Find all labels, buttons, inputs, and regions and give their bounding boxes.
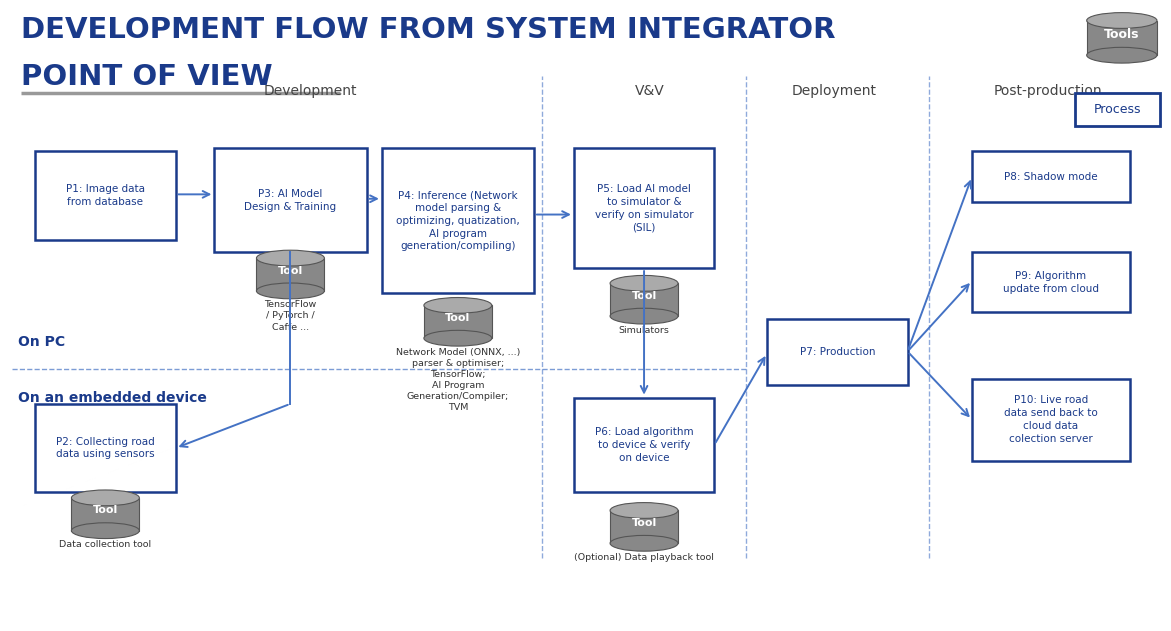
Text: P10: Live road
data send back to
cloud data
colection server: P10: Live road data send back to cloud d… [1004,396,1098,444]
Ellipse shape [1087,13,1157,28]
Text: P2: Collecting road
data using sensors: P2: Collecting road data using sensors [56,437,155,459]
Bar [610,283,678,316]
Ellipse shape [256,250,324,266]
FancyBboxPatch shape [1075,93,1160,126]
Text: Post-production: Post-production [994,85,1102,98]
Text: P4: Inference (Network
model parsing &
optimizing, quatization,
AI program
gener: P4: Inference (Network model parsing & o… [396,191,520,251]
FancyBboxPatch shape [35,404,176,492]
Text: P9: Algorithm
update from cloud: P9: Algorithm update from cloud [1004,271,1098,294]
Bar [424,305,492,338]
Text: TensorFlow
/ PyTorch /
Caffe ...: TensorFlow / PyTorch / Caffe ... [265,300,316,331]
Text: P8: Shadow mode: P8: Shadow mode [1005,172,1097,182]
FancyBboxPatch shape [382,148,534,293]
Ellipse shape [424,331,492,346]
Text: (Optional) Data playback tool: (Optional) Data playback tool [574,553,714,562]
Text: Tools: Tools [1104,28,1139,40]
FancyBboxPatch shape [214,148,367,252]
Text: Data collection tool: Data collection tool [60,540,151,549]
Ellipse shape [71,522,139,538]
Text: Process: Process [1094,103,1142,116]
Text: Tool: Tool [278,266,303,276]
FancyBboxPatch shape [574,148,714,268]
Text: Tool: Tool [445,313,471,323]
Text: P6: Load algorithm
to device & verify
on device: P6: Load algorithm to device & verify on… [595,427,693,463]
Ellipse shape [610,502,678,519]
Text: P5: Load AI model
to simulator &
verify on simulator
(SIL): P5: Load AI model to simulator & verify … [595,184,693,232]
Text: Tool: Tool [631,518,657,528]
Text: Tool: Tool [93,505,118,516]
FancyBboxPatch shape [767,319,908,385]
Text: Deployment: Deployment [792,85,876,98]
Text: P3: AI Model
Design & Training: P3: AI Model Design & Training [245,189,336,212]
FancyBboxPatch shape [972,252,1130,312]
FancyBboxPatch shape [972,151,1130,202]
FancyBboxPatch shape [35,151,176,240]
Text: DEVELOPMENT FLOW FROM SYSTEM INTEGRATOR: DEVELOPMENT FLOW FROM SYSTEM INTEGRATOR [21,16,836,44]
Bar [1087,20,1157,55]
FancyBboxPatch shape [972,379,1130,461]
Ellipse shape [1087,47,1157,63]
Text: V&V: V&V [635,85,665,98]
Ellipse shape [71,490,139,506]
FancyBboxPatch shape [574,398,714,492]
Text: Simulators: Simulators [618,326,670,334]
Text: Development: Development [263,85,357,98]
Ellipse shape [256,283,324,298]
Text: POINT OF VIEW: POINT OF VIEW [21,63,273,91]
Text: P7: Production: P7: Production [800,347,875,357]
Bar [256,258,324,291]
Text: On an embedded device: On an embedded device [18,391,206,404]
Text: P1: Image data
from database: P1: Image data from database [66,184,145,207]
Ellipse shape [610,275,678,292]
Bar [610,510,678,543]
Ellipse shape [610,309,678,324]
Ellipse shape [610,535,678,551]
Text: Tool: Tool [631,291,657,301]
Text: Network Model (ONNX, ...)
parser & optimiser;
TensorFlow;
AI Program
Generation/: Network Model (ONNX, ...) parser & optim… [396,348,520,412]
Ellipse shape [424,298,492,314]
Bar [71,498,139,531]
Text: On PC: On PC [18,335,64,349]
